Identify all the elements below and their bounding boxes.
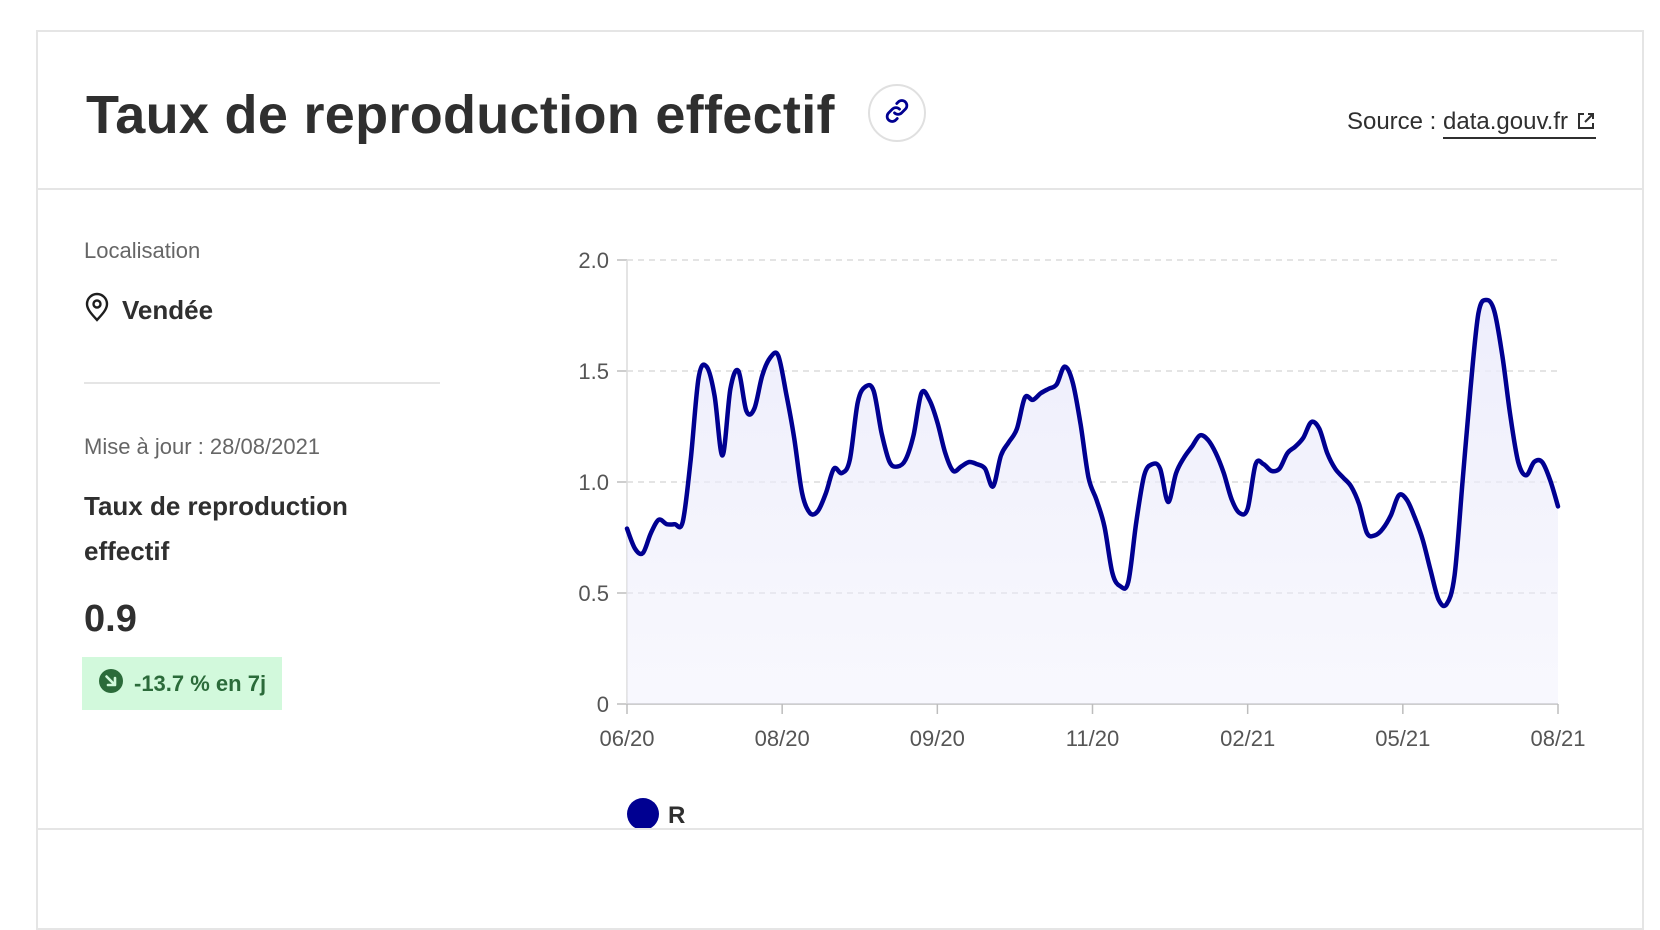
x-tick-label: 11/20 <box>1066 726 1119 751</box>
x-tick-label: 05/21 <box>1375 726 1430 751</box>
trend-text: -13.7 % en 7j <box>134 670 267 696</box>
source-label: Source : <box>1346 108 1437 135</box>
reproduction-rate-chart: 2.0 1.5 1.0 0.5 0 06/20 08/20 09/20 11/20 02/21 05… <box>578 248 1586 830</box>
y-tick-label: 1.5 <box>578 359 609 384</box>
arrow-down-right-icon <box>98 668 124 699</box>
link-icon <box>882 96 912 131</box>
x-tick-label: 09/20 <box>910 726 965 751</box>
x-tick-label: 08/21 <box>1530 726 1585 751</box>
x-tick-label: 08/20 <box>755 726 810 751</box>
trend-badge: -13.7 % en 7j <box>82 657 283 710</box>
y-tick-label: 0.5 <box>578 581 609 606</box>
source-link[interactable]: data.gouv.fr <box>1443 108 1596 139</box>
metric-name: Taux de reproduction effectif <box>84 491 348 566</box>
location-label: Localisation <box>84 238 201 263</box>
source-link-text: data.gouv.fr <box>1443 108 1568 135</box>
source-info: Source : data.gouv.fr <box>1346 108 1596 139</box>
card-bottom-border <box>36 828 1644 830</box>
update-date: Mise à jour : 28/08/2021 <box>84 434 321 459</box>
y-tick-label: 1.0 <box>578 470 609 495</box>
legend-marker <box>627 798 659 830</box>
legend-label: R <box>668 802 685 829</box>
location-pin-icon <box>84 292 110 329</box>
x-tick-label: 06/20 <box>599 726 654 751</box>
x-tick-label: 02/21 <box>1220 726 1275 751</box>
location-name: Vendée <box>122 295 214 325</box>
divider <box>84 382 440 384</box>
page-title: Taux de reproduction effectif <box>86 85 835 145</box>
copy-link-button[interactable] <box>868 84 926 142</box>
card-header: Taux de reproduction effectif Source : d… <box>38 32 1642 190</box>
y-tick-label: 2.0 <box>578 248 609 273</box>
series-line-r <box>624 297 1561 609</box>
metric-value: 0.9 <box>84 598 137 640</box>
y-tick-label: 0 <box>597 692 609 717</box>
location-value: Vendée <box>84 292 213 329</box>
external-link-icon <box>1576 110 1596 138</box>
